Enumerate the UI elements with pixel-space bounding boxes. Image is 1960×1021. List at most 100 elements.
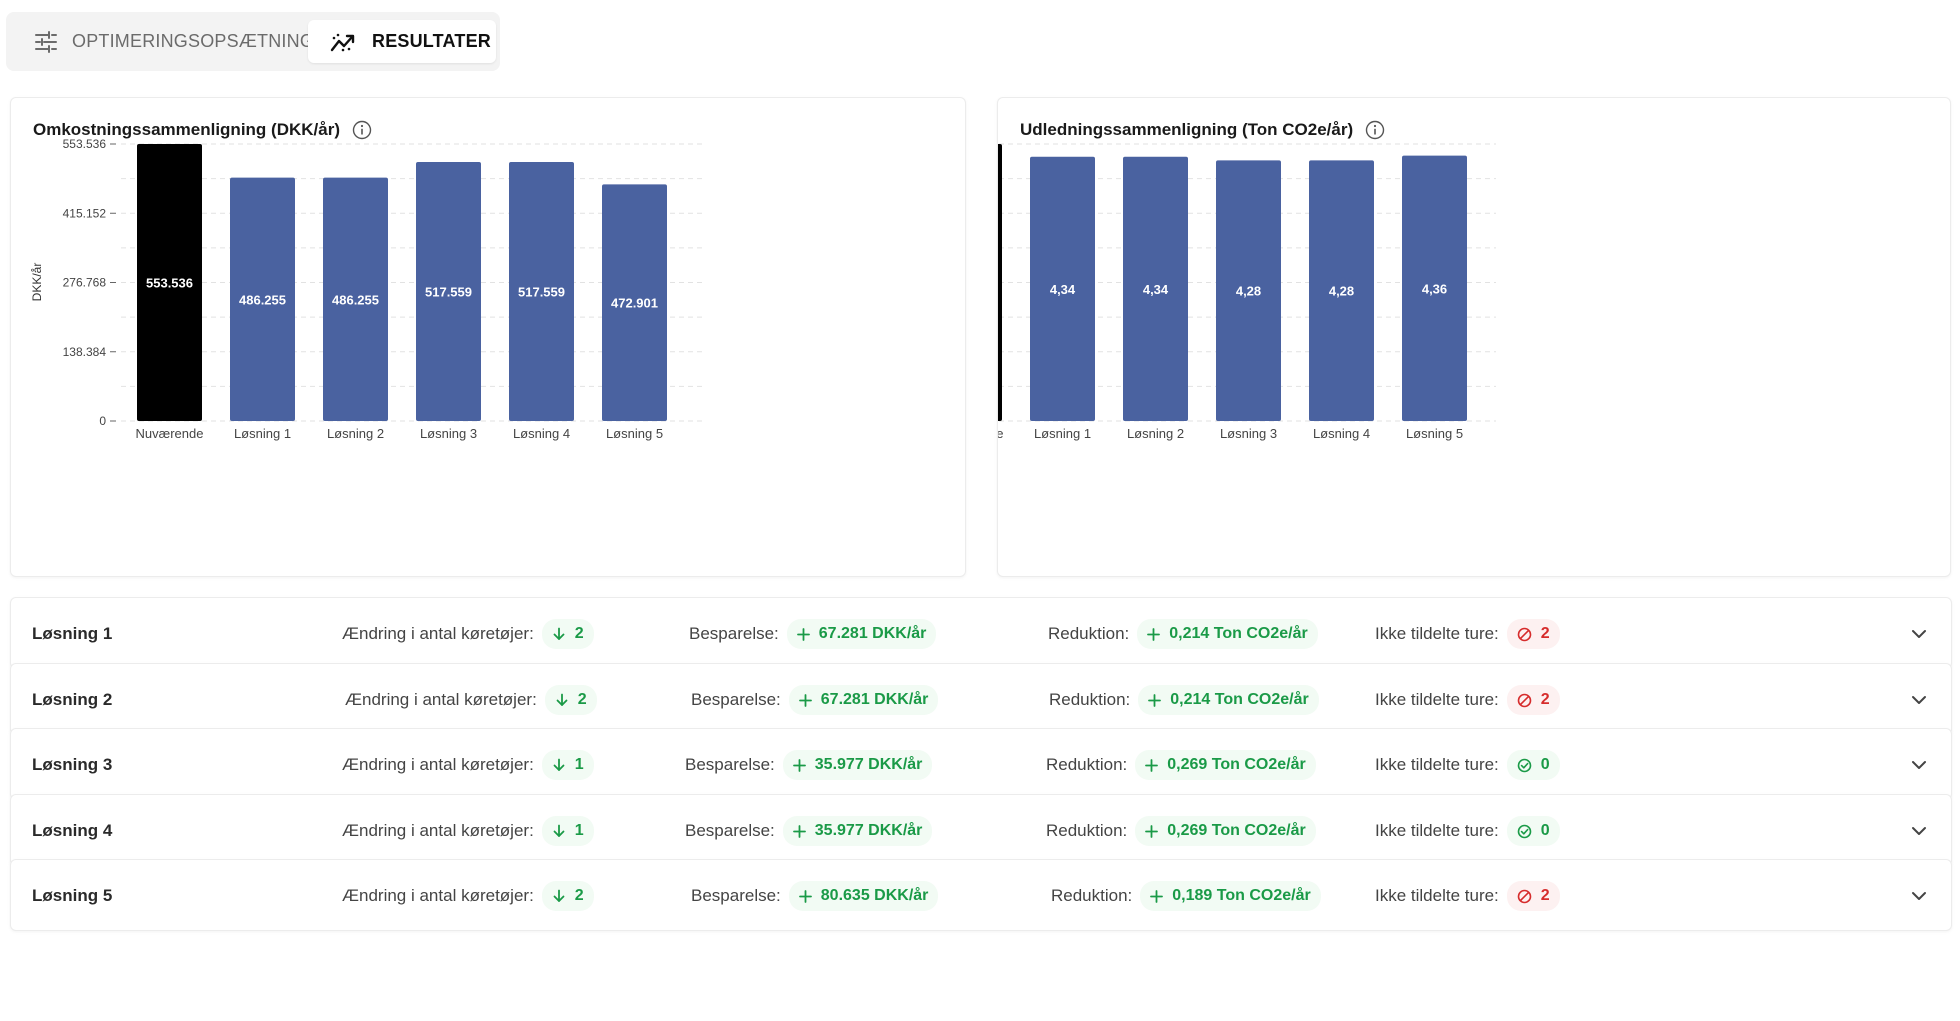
- bar: [1123, 156, 1188, 421]
- value-pill: 67.281 DKK/år: [786, 619, 937, 649]
- bar-value-label: 4,36: [1422, 281, 1447, 296]
- y-tick-label: 415.152: [63, 206, 107, 220]
- arrow-down-icon: [552, 758, 566, 772]
- chevron-down-icon[interactable]: [1911, 598, 1927, 670]
- bar: [509, 162, 574, 421]
- reduction: Reduktion: 0,269 Ton CO2e/år: [1046, 729, 1316, 801]
- bar: [1030, 156, 1095, 421]
- plus-icon: [1147, 627, 1161, 641]
- bar-value-label: 553.536: [146, 276, 193, 291]
- info-icon[interactable]: [352, 120, 372, 140]
- solution-row[interactable]: Løsning 4 Ændring i antal køretøjer: 1 Besp…: [10, 794, 1952, 866]
- value-text: 2: [577, 691, 587, 708]
- value-text: 1: [574, 756, 584, 773]
- value-pill: 35.977 DKK/år: [782, 750, 933, 780]
- bar: [998, 144, 1002, 421]
- x-tick-label: Løsning 4: [513, 426, 570, 441]
- y-tick-label: 276.768: [63, 276, 107, 290]
- metric-label: Ændring i antal køretøjer:: [342, 755, 534, 774]
- reduction: Reduktion: 0,214 Ton CO2e/år: [1049, 664, 1319, 736]
- value-text: 2: [1540, 691, 1550, 708]
- bar: [1309, 160, 1374, 421]
- value-text: 2: [574, 887, 584, 904]
- chevron-down-icon[interactable]: [1911, 795, 1927, 867]
- tab-optimization-setup[interactable]: OPTIMERINGSOPSÆTNING: [34, 20, 314, 63]
- tab-bar: OPTIMERINGSOPSÆTNING RESULTATER: [6, 12, 500, 71]
- tab-results[interactable]: RESULTATER: [308, 20, 496, 63]
- value-pill: 2: [544, 685, 597, 715]
- y-tick-label: 553.536: [63, 137, 107, 151]
- value-pill: 2: [1506, 685, 1560, 715]
- chevron-down-icon[interactable]: [1911, 729, 1927, 801]
- value-pill: 80.635 DKK/år: [788, 881, 939, 911]
- value-text: 0,214 Ton CO2e/år: [1170, 691, 1309, 708]
- cost-chart-title: Omkostningssammenligning (DKK/år): [33, 120, 340, 139]
- value-text: 1: [574, 822, 584, 839]
- metric-label: Ikke tildelte ture:: [1375, 755, 1499, 774]
- metric-label: Besparelse:: [685, 755, 775, 774]
- metric-label: Reduktion:: [1051, 886, 1133, 905]
- bar-value-label: 486.255: [332, 292, 379, 307]
- savings: Besparelse: 35.977 DKK/år: [685, 795, 933, 867]
- solution-row[interactable]: Løsning 3 Ændring i antal køretøjer: 1 Besp…: [10, 728, 1952, 800]
- metric-label: Besparelse:: [691, 690, 781, 709]
- x-tick-label: Løsning 1: [1034, 426, 1091, 441]
- value-pill: 1: [541, 750, 594, 780]
- value-pill: 0,269 Ton CO2e/år: [1135, 816, 1316, 846]
- value-text: 35.977 DKK/år: [814, 822, 923, 839]
- metric-label: Besparelse:: [689, 624, 779, 643]
- metric-label: Ændring i antal køretøjer:: [345, 690, 537, 709]
- sliders-icon: [35, 30, 57, 53]
- unassigned-trips: Ikke tildelte ture: 2: [1375, 664, 1560, 736]
- bar-value-label: 4,34: [1143, 282, 1169, 297]
- savings: Besparelse: 67.281 DKK/år: [691, 664, 939, 736]
- check-circle-icon: [1517, 758, 1532, 773]
- tab-label: RESULTATER: [372, 31, 491, 51]
- unassigned-trips: Ikke tildelte ture: 2: [1375, 598, 1560, 670]
- blocked-icon: [1517, 693, 1532, 708]
- arrow-down-icon: [552, 627, 566, 641]
- solution-row[interactable]: Løsning 5 Ændring i antal køretøjer: 2 Besp…: [10, 859, 1952, 931]
- emission-chart: 0244,55Tons CO2e/år4,55Nuværende4,34Løsn…: [998, 143, 1496, 441]
- tab-label: OPTIMERINGSOPSÆTNING: [72, 31, 315, 51]
- metric-label: Ændring i antal køretøjer:: [342, 624, 534, 643]
- value-pill: 0,269 Ton CO2e/år: [1135, 750, 1316, 780]
- solution-row[interactable]: Løsning 2 Ændring i antal køretøjer: 2 Besp…: [10, 663, 1952, 735]
- solution-name: Løsning 4: [32, 821, 113, 840]
- bar: [1216, 160, 1281, 421]
- savings: Besparelse: 67.281 DKK/år: [689, 598, 937, 670]
- bar-value-label: 4,28: [1329, 284, 1354, 299]
- unassigned-trips: Ikke tildelte ture: 0: [1375, 795, 1560, 867]
- blocked-icon: [1517, 627, 1532, 642]
- plus-icon: [1145, 758, 1159, 772]
- value-text: 0,269 Ton CO2e/år: [1167, 756, 1306, 773]
- plus-icon: [1145, 824, 1159, 838]
- reduction: Reduktion: 0,189 Ton CO2e/år: [1051, 860, 1321, 932]
- vehicle-change: Ændring i antal køretøjer: 2: [342, 860, 594, 932]
- x-tick-label: Løsning 4: [1313, 426, 1370, 441]
- emission-chart-title: Udledningssammenligning (Ton CO2e/år): [1020, 120, 1354, 139]
- cost-chart: 0 138.384 276.768 415.152 553.536 DKK/år 553.5…: [30, 137, 706, 441]
- chevron-down-icon[interactable]: [1911, 664, 1927, 736]
- value-pill: 0,214 Ton CO2e/år: [1138, 685, 1319, 715]
- value-pill: 67.281 DKK/år: [788, 685, 939, 715]
- vehicle-change: Ændring i antal køretøjer: 1: [342, 729, 594, 801]
- cost-chart-title-wrap: Omkostningssammenligning (DKK/år): [33, 120, 372, 140]
- value-pill: 0: [1506, 750, 1560, 780]
- x-tick-label: Løsning 2: [327, 426, 384, 441]
- plus-icon: [1150, 889, 1164, 903]
- solution-name: Løsning 5: [32, 886, 113, 905]
- emission-chart-title-wrap: Udledningssammenligning (Ton CO2e/år): [1020, 120, 1385, 140]
- value-pill: 35.977 DKK/år: [782, 816, 933, 846]
- plus-icon: [796, 627, 810, 641]
- chevron-down-icon[interactable]: [1911, 860, 1927, 932]
- value-text: 2: [1540, 625, 1550, 642]
- value-pill: 2: [541, 619, 594, 649]
- reduction: Reduktion: 0,214 Ton CO2e/år: [1048, 598, 1318, 670]
- plus-icon: [792, 824, 806, 838]
- solution-row[interactable]: Løsning 1 Ændring i antal køretøjer: 2 Besp…: [10, 597, 1952, 669]
- metric-label: Ændring i antal køretøjer:: [342, 886, 534, 905]
- vehicle-change: Ændring i antal køretøjer: 2: [345, 664, 597, 736]
- plus-icon: [1148, 693, 1162, 707]
- info-icon[interactable]: [1365, 120, 1385, 140]
